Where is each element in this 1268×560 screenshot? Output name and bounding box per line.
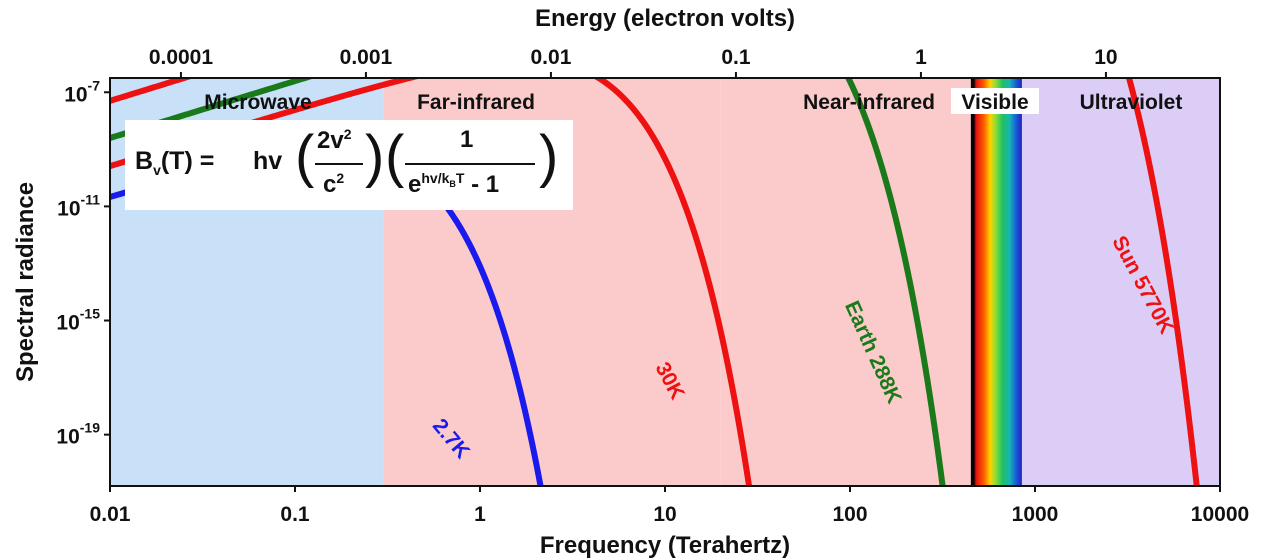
formula-den1: c [323, 171, 337, 198]
formula-den2-exp: hv/k [421, 170, 450, 186]
x-tick-label: 1 [474, 503, 486, 526]
y-tick-label: 10-7 [64, 77, 100, 106]
region-near-infrared [720, 78, 971, 486]
x-tick-label: 100 [832, 503, 867, 526]
top-tick-label: 0.01 [531, 46, 572, 69]
curve-earth-288k [110, 78, 946, 486]
x-tick-label: 0.01 [90, 503, 131, 526]
region-label-far-infrared: Far-infrared [417, 91, 535, 114]
top-tick-label: 10 [1094, 46, 1117, 69]
x-axis-title: Frequency (Terahertz) [540, 532, 790, 559]
y-tick-label: 10-19 [56, 420, 100, 449]
formula-num2: 1 [460, 126, 474, 153]
x-tick-label: 10 [653, 503, 676, 526]
formula-paren-open-2: ( [385, 124, 405, 189]
formula-hv: hv [253, 147, 283, 175]
formula-den2-exp-sub: B [449, 178, 456, 189]
top-tick-label: 1 [915, 46, 927, 69]
x-tick-label: 10000 [1191, 503, 1249, 526]
formula-num1-sup: 2 [343, 126, 352, 142]
y-tick-label: 10-11 [57, 191, 100, 220]
formula-den1-sup: 2 [336, 170, 345, 186]
region-label-ultraviolet: Ultraviolet [1080, 91, 1183, 114]
x-tick-label: 1000 [1012, 503, 1059, 526]
y-axis-title: Spectral radiance [12, 182, 39, 382]
formula-fraction-bar-2 [405, 163, 535, 165]
formula-lhs: B [135, 147, 154, 175]
formula-num1: 2v [317, 127, 344, 154]
region-label-near-infrared: Near-infrared [803, 91, 935, 114]
region-visible [970, 78, 1022, 486]
formula-lhs-arg: (T) = [160, 147, 215, 175]
formula-paren-open-1: ( [295, 124, 315, 189]
top-tick-label: 0.1 [721, 46, 751, 69]
formula-fraction-bar-1 [315, 163, 363, 165]
formula-lhs-sub: v [153, 162, 161, 178]
x-tick-label: 0.1 [280, 503, 310, 526]
formula-den2-e: e [408, 171, 422, 198]
planck-formula: Bv(T) = hv ( 2v2 c2 ) ( 1 ehv/kBT - 1 ) [125, 120, 573, 210]
top-tick-label: 0.0001 [149, 46, 214, 69]
region-label-microwave: Microwave [204, 91, 311, 114]
formula-den2-exp-t: T [455, 170, 465, 186]
visible-label-box [951, 88, 1039, 114]
top-axis-title: Energy (electron volts) [535, 5, 795, 32]
top-tick-label: 0.001 [340, 46, 393, 69]
y-tick-label: 10-15 [56, 306, 100, 335]
region-label-visible: Visible [961, 91, 1028, 114]
formula-den2-rest: - 1 [464, 171, 500, 198]
formula-paren-close-2: ) [539, 124, 559, 189]
formula-paren-close-1: ) [365, 124, 385, 189]
